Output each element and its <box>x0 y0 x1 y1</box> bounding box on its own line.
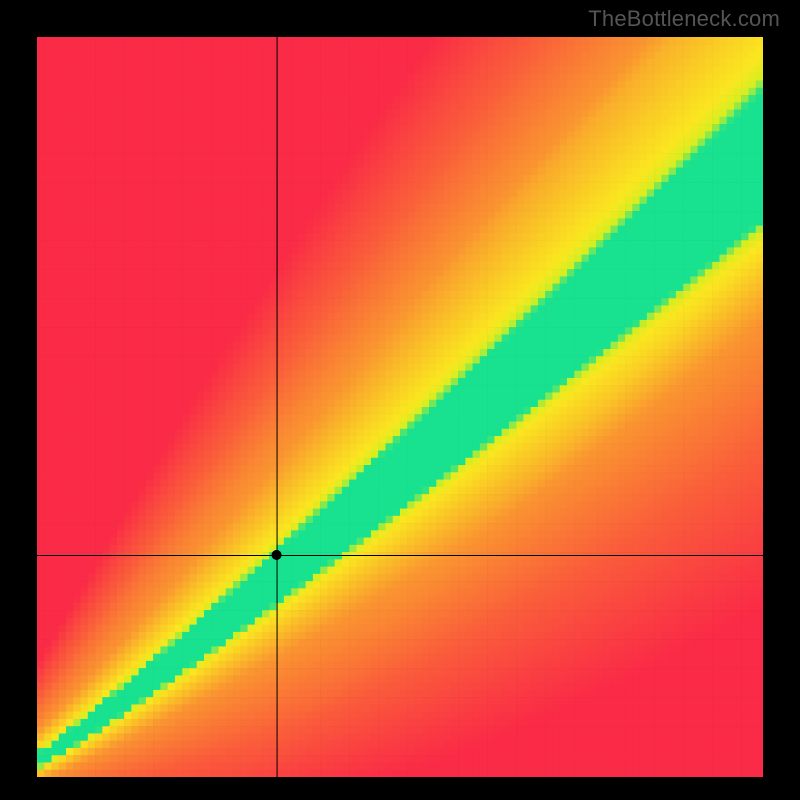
attribution-text: TheBottleneck.com <box>588 6 780 32</box>
heatmap-canvas <box>37 37 763 777</box>
bottleneck-heatmap <box>37 37 763 777</box>
